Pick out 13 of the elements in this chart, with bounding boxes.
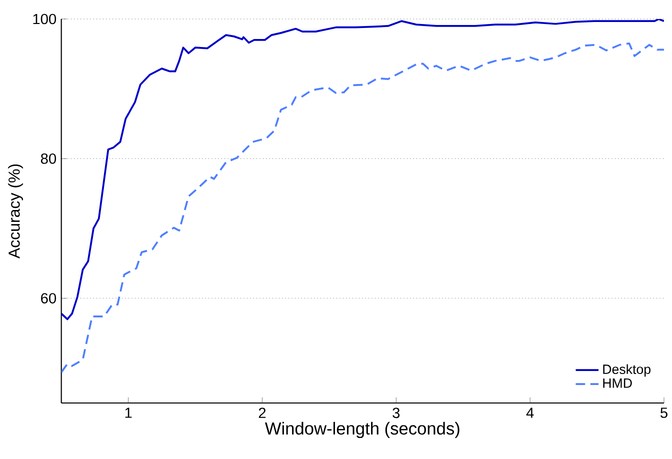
y-tick-label: 60 [41, 293, 56, 304]
legend-label: Desktop [603, 364, 650, 377]
y-axis-title: Accuracy (%) [8, 164, 24, 259]
x-tick-label: 1 [125, 408, 132, 418]
x-axis-title: Window-length (seconds) [264, 422, 460, 438]
x-tick-label: 4 [526, 408, 534, 418]
x-tick-label: 5 [660, 408, 668, 418]
legend-label: HMD [603, 378, 632, 388]
x-tick-label: 3 [392, 408, 400, 418]
x-tick-label: 2 [258, 408, 266, 418]
line-series [61, 18, 664, 320]
y-tick-label: 100 [33, 14, 56, 24]
y-tick-label: 80 [40, 153, 56, 164]
